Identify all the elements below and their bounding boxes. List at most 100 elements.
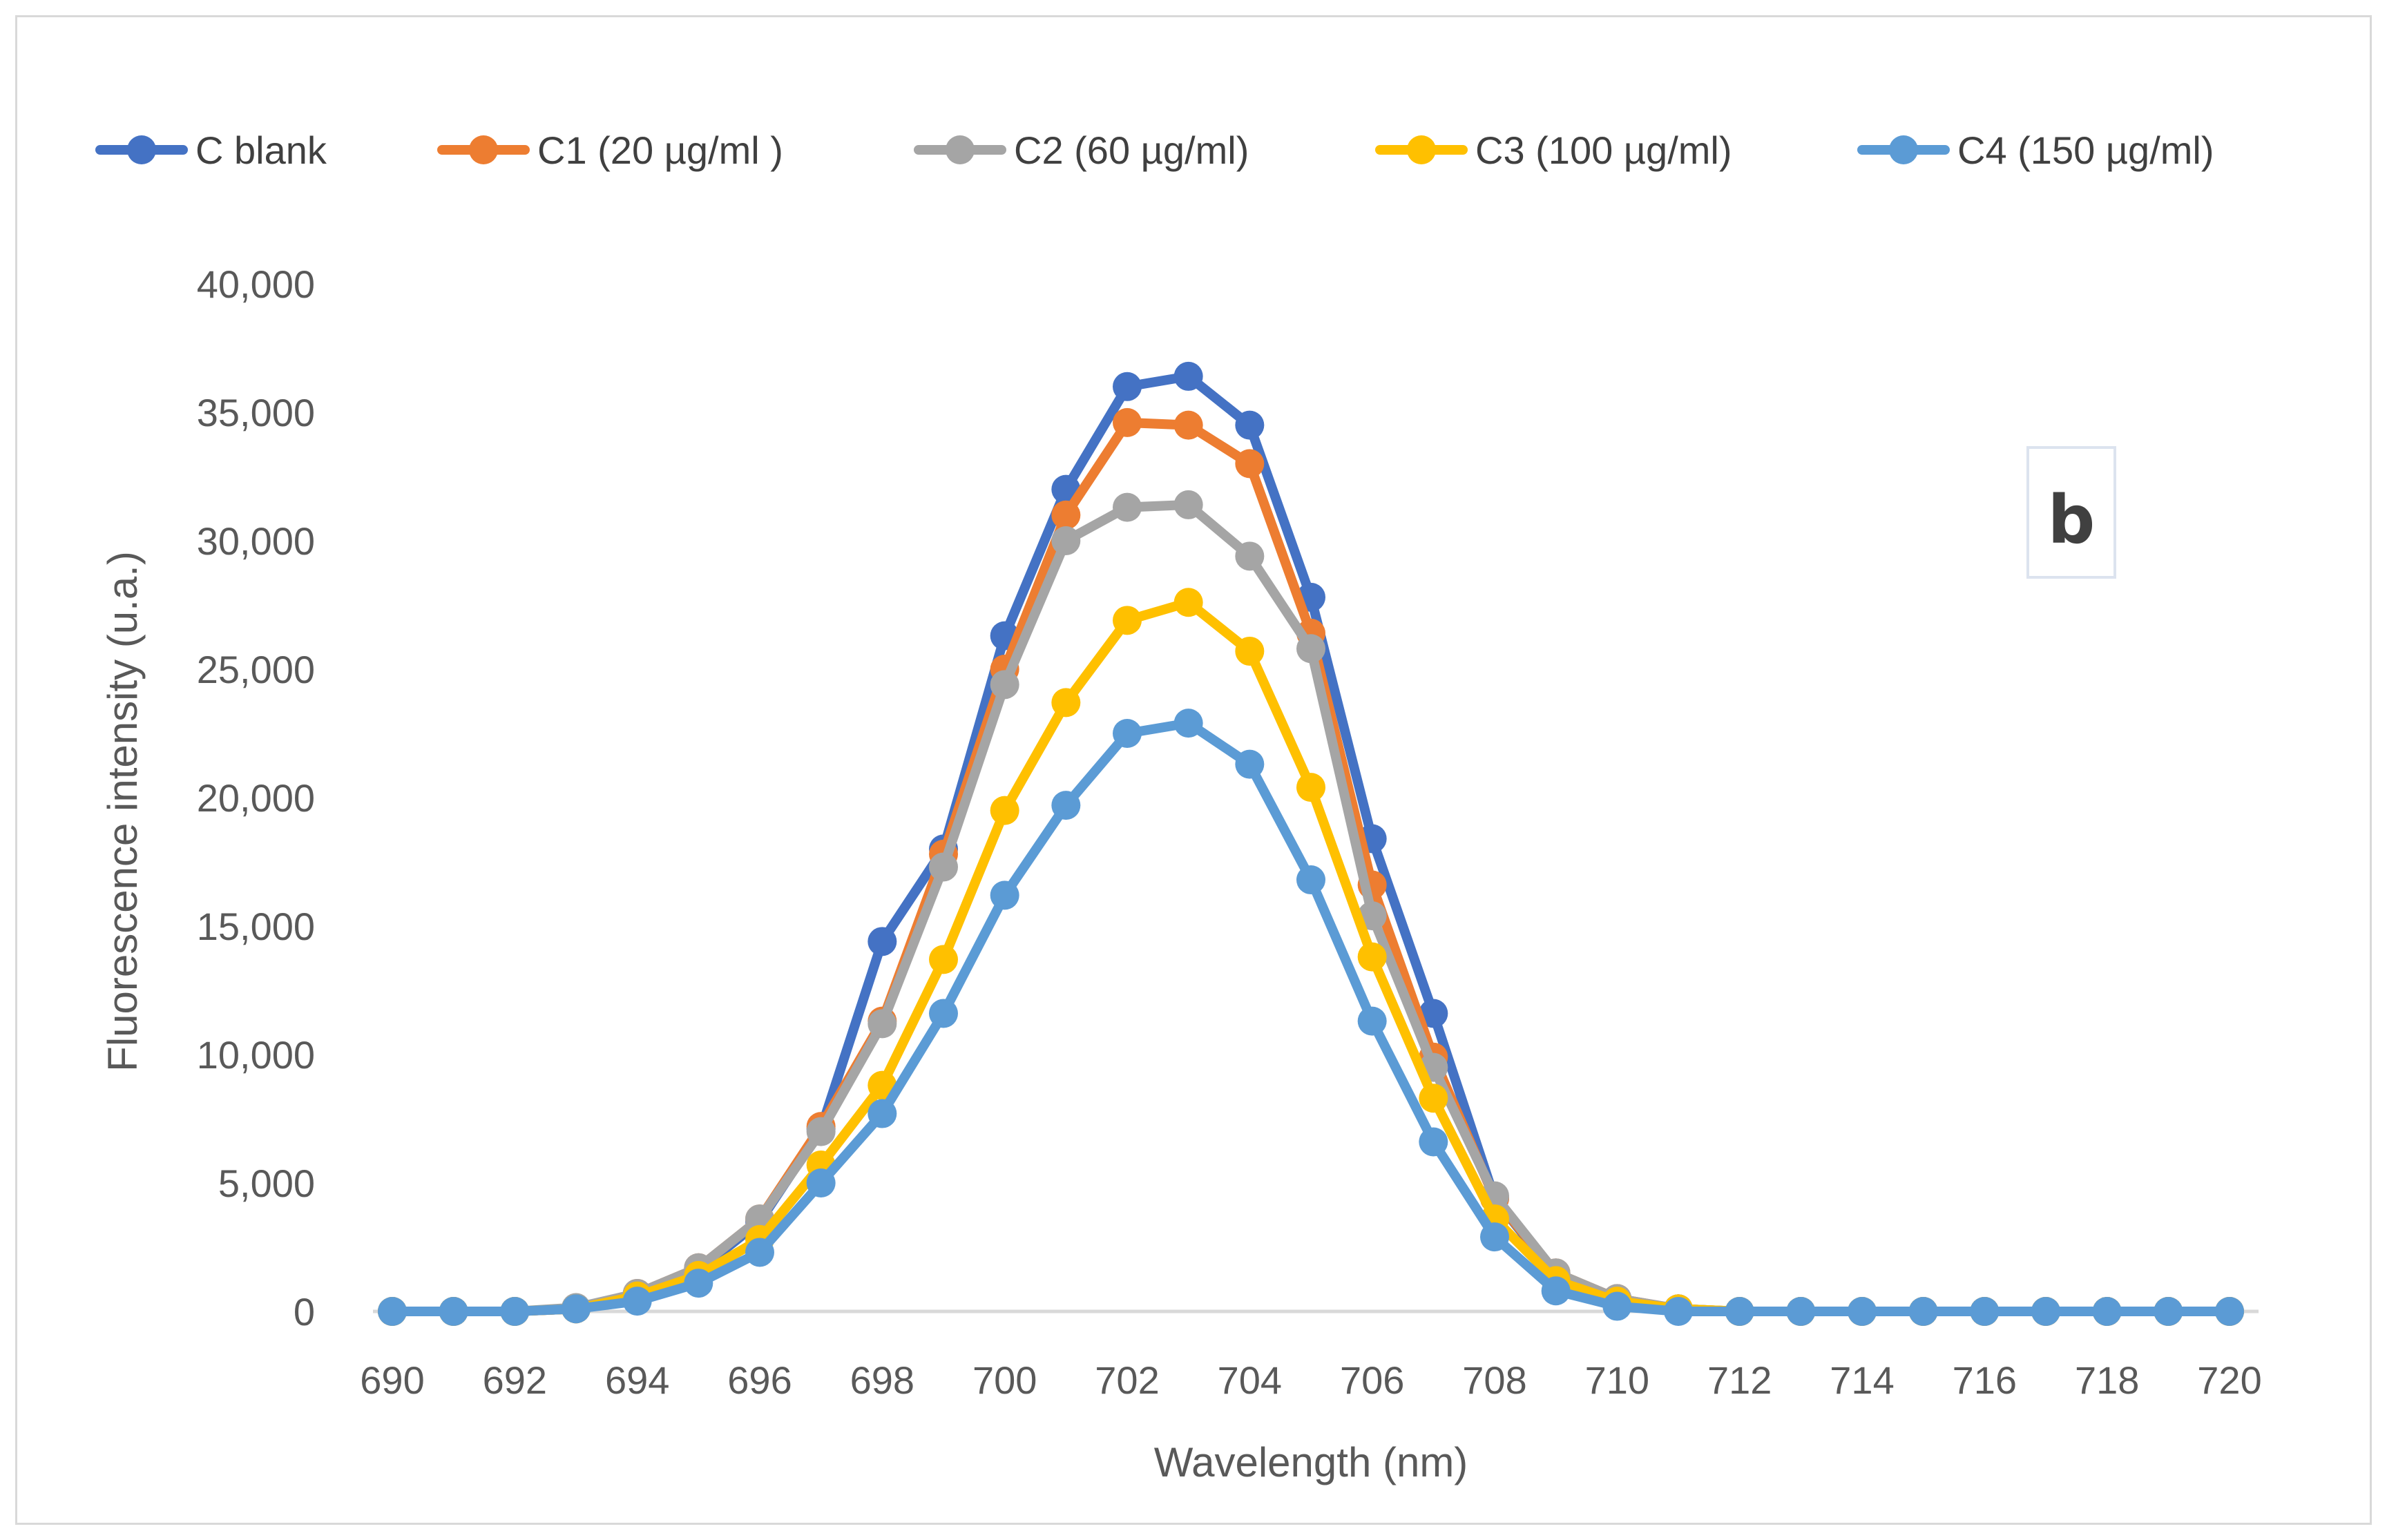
x-tick-label: 692 bbox=[483, 1358, 547, 1402]
series-3 bbox=[378, 588, 2244, 1326]
x-tick-label: 720 bbox=[2197, 1358, 2261, 1402]
panel-label: b bbox=[2048, 481, 2096, 559]
chart-frame bbox=[15, 15, 2372, 1525]
data-point bbox=[378, 1297, 407, 1326]
data-point bbox=[1296, 634, 1325, 664]
x-tick-label: 700 bbox=[972, 1358, 1037, 1402]
x-tick-label: 696 bbox=[727, 1358, 792, 1402]
series-line bbox=[387, 718, 2234, 1316]
data-point bbox=[1113, 606, 1142, 635]
data-point bbox=[1419, 1084, 1448, 1113]
data-point bbox=[1051, 688, 1081, 718]
data-point bbox=[684, 1269, 713, 1298]
data-point bbox=[1786, 1297, 1816, 1326]
x-axis-title: Wavelength (nm) bbox=[1154, 1439, 1468, 1485]
data-point bbox=[562, 1294, 591, 1324]
legend-entry: C2 (60 µg/ml) bbox=[914, 128, 1249, 172]
series-0 bbox=[378, 361, 2244, 1326]
data-point bbox=[1480, 1222, 1509, 1252]
data-point bbox=[622, 1287, 652, 1316]
x-tick-label: 718 bbox=[2075, 1358, 2139, 1402]
data-point bbox=[2154, 1297, 2183, 1326]
data-point bbox=[1051, 500, 1081, 530]
y-tick-label: 0 bbox=[294, 1290, 315, 1334]
y-tick-label: 20,000 bbox=[197, 776, 315, 820]
legend-entry: C1 (20 µg/ml ) bbox=[437, 128, 783, 172]
data-point bbox=[1908, 1297, 1938, 1326]
data-point bbox=[745, 1238, 774, 1267]
x-tick-label: 712 bbox=[1707, 1358, 1772, 1402]
legend-entry: C blank bbox=[95, 128, 327, 172]
data-point bbox=[1235, 749, 1265, 779]
data-point bbox=[500, 1297, 530, 1326]
data-point bbox=[1051, 526, 1081, 555]
x-tick-label: 704 bbox=[1218, 1358, 1282, 1402]
x-tick-label: 702 bbox=[1095, 1358, 1159, 1402]
y-tick-label: 30,000 bbox=[197, 519, 315, 563]
data-point bbox=[1113, 719, 1142, 748]
x-tick-label: 694 bbox=[605, 1358, 669, 1402]
legend-swatch-marker bbox=[1407, 135, 1436, 164]
panel-label-box: b bbox=[2026, 446, 2116, 579]
x-tick-label: 716 bbox=[1953, 1358, 2017, 1402]
data-point bbox=[867, 1009, 897, 1039]
data-point bbox=[1235, 410, 1265, 440]
data-point bbox=[1173, 361, 1203, 391]
y-tick-label: 35,000 bbox=[197, 391, 315, 434]
legend: C blank C1 (20 µg/ml ) C2 (60 µg/ml) C3 (10… bbox=[95, 128, 2214, 172]
data-point bbox=[929, 852, 958, 882]
series-line bbox=[387, 371, 2234, 1316]
legend-label: C blank bbox=[195, 128, 327, 172]
data-point bbox=[1541, 1276, 1571, 1306]
data-point bbox=[806, 1168, 836, 1197]
data-point bbox=[929, 945, 958, 974]
data-point bbox=[806, 1117, 836, 1146]
series-4 bbox=[378, 709, 2244, 1326]
legend-swatch-marker bbox=[127, 135, 156, 164]
y-axis-title: Fluorescence intensity (u.a.) bbox=[99, 551, 146, 1072]
data-point bbox=[1357, 942, 1387, 972]
legend-swatch-marker bbox=[1889, 135, 1918, 164]
data-point bbox=[1419, 1127, 1448, 1157]
data-point bbox=[1602, 1291, 1632, 1321]
x-tick-label: 690 bbox=[360, 1358, 424, 1402]
data-point bbox=[1848, 1297, 1877, 1326]
legend-swatch-marker bbox=[946, 135, 975, 164]
y-tick-label: 25,000 bbox=[197, 648, 315, 691]
y-tick-label: 5,000 bbox=[218, 1162, 315, 1205]
legend-label: C2 (60 µg/ml) bbox=[1014, 128, 1249, 172]
legend-entry: C3 (100 µg/ml) bbox=[1375, 128, 1732, 172]
data-point bbox=[1113, 372, 1142, 401]
data-point bbox=[439, 1297, 468, 1326]
x-axis: 690 692 694 696 698 700 702 704 706 708 710 712 714 7… bbox=[360, 1309, 2262, 1402]
y-tick-label: 40,000 bbox=[197, 262, 315, 306]
data-point bbox=[2092, 1297, 2122, 1326]
data-point bbox=[1113, 492, 1142, 522]
data-point bbox=[1419, 999, 1448, 1028]
data-point bbox=[2031, 1297, 2060, 1326]
data-point bbox=[1113, 407, 1142, 437]
x-tick-label: 698 bbox=[850, 1358, 914, 1402]
data-point bbox=[2215, 1297, 2244, 1326]
x-tick-label: 708 bbox=[1462, 1358, 1526, 1402]
data-point bbox=[1051, 791, 1081, 820]
legend-entry: C4 (150 µg/ml) bbox=[1857, 128, 2214, 172]
data-point bbox=[1173, 588, 1203, 617]
data-point bbox=[990, 670, 1019, 700]
data-point bbox=[1235, 541, 1265, 571]
x-tick-label: 714 bbox=[1830, 1358, 1894, 1402]
data-point bbox=[1357, 1006, 1387, 1036]
data-point bbox=[929, 999, 958, 1028]
y-tick-label: 15,000 bbox=[197, 905, 315, 948]
y-tick-label: 10,000 bbox=[197, 1033, 315, 1077]
legend-swatch-marker bbox=[469, 135, 498, 164]
data-point bbox=[990, 880, 1019, 910]
y-axis: 0 5,000 10,000 15,000 20,000 25,000 30,000 35,0… bbox=[197, 262, 315, 1334]
legend-label: C4 (150 µg/ml) bbox=[1957, 128, 2214, 172]
data-point bbox=[990, 796, 1019, 825]
data-point bbox=[867, 1099, 897, 1128]
data-point bbox=[1235, 636, 1265, 666]
data-point bbox=[1173, 490, 1203, 519]
series-line bbox=[387, 597, 2234, 1316]
